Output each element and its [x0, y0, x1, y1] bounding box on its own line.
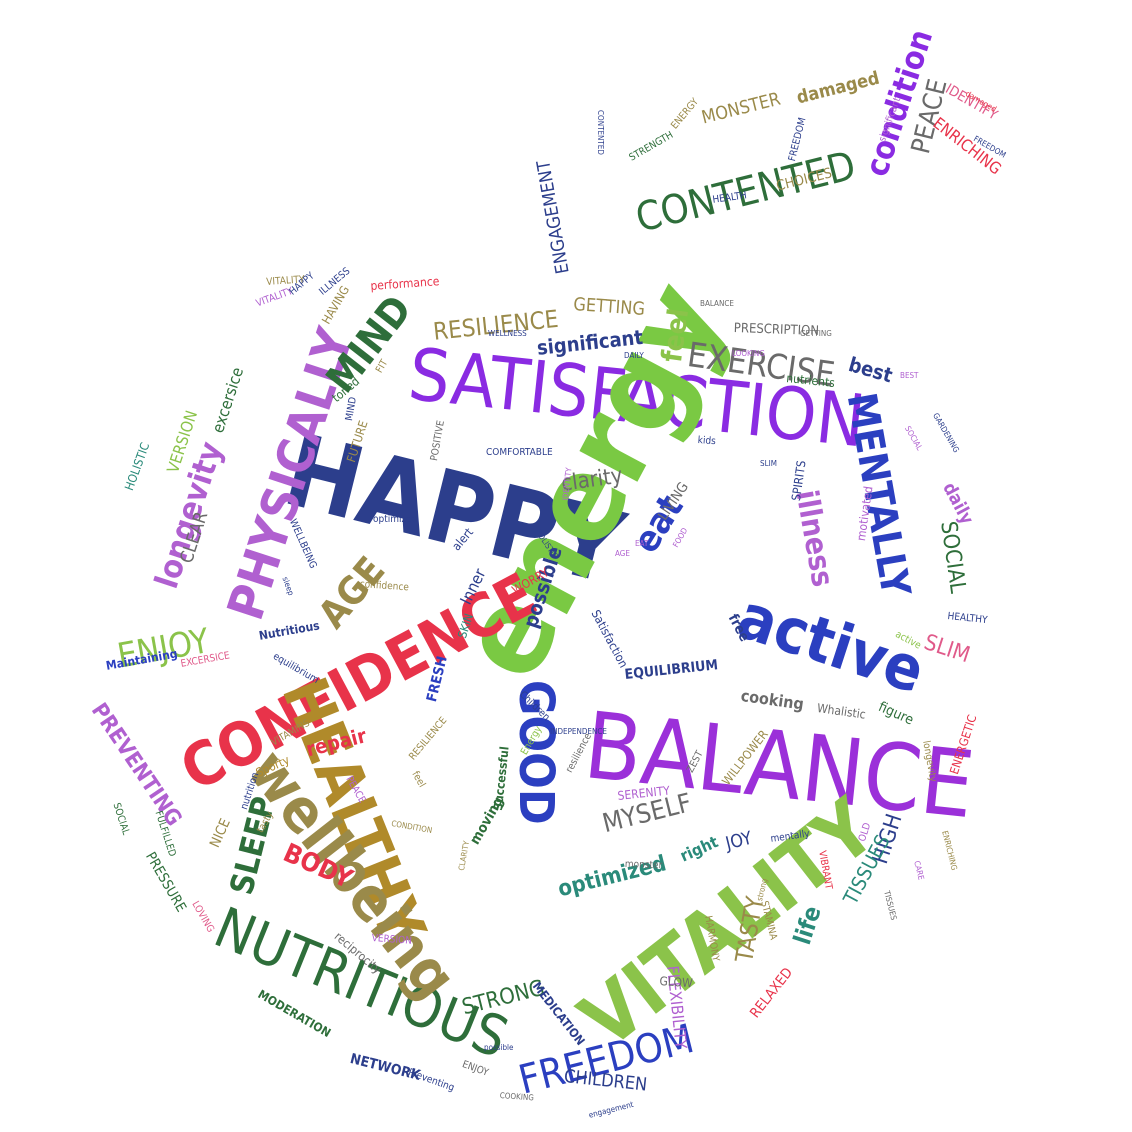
cloud-word: AGE — [615, 549, 630, 558]
cloud-word: MENTALLY — [837, 389, 919, 600]
cloud-word: damaged — [794, 67, 882, 109]
cloud-word: CLARITY — [457, 840, 472, 872]
cloud-word: right — [677, 832, 721, 866]
cloud-word: BEST — [900, 371, 919, 380]
cloud-word: Satisfaction — [588, 607, 631, 671]
cloud-word: GETTING — [572, 294, 646, 320]
cloud-word: monster — [624, 859, 663, 872]
cloud-word: SLIM — [920, 630, 973, 669]
cloud-word: performance — [369, 274, 440, 293]
cloud-word: SOCIAL — [935, 519, 971, 595]
cloud-word: SOCIAL — [110, 801, 132, 837]
cloud-word: daily — [938, 479, 978, 528]
cloud-word: AGE — [309, 548, 394, 637]
cloud-word: kids — [697, 435, 717, 448]
cloud-word: BALANCE — [700, 299, 734, 308]
cloud-word: PREVENTING — [85, 698, 187, 831]
cloud-word: EAT — [635, 539, 649, 548]
cloud-word: WELLNESS — [488, 329, 527, 338]
cloud-word: SLEEP — [222, 792, 284, 899]
cloud-word: RELAXED — [747, 964, 797, 1022]
cloud-word: DAILY — [624, 351, 644, 360]
cloud-word: longevity — [147, 437, 231, 593]
cloud-word: illness — [788, 487, 840, 590]
cloud-word: SLIM — [760, 459, 777, 468]
cloud-word: TISSUES — [882, 889, 899, 922]
cloud-word: PRESSURE — [142, 849, 189, 915]
cloud-word: CONTENTED — [596, 110, 605, 155]
cloud-word: INDEPENDENCE — [550, 727, 607, 736]
cloud-word: excersice — [208, 364, 248, 436]
cloud-word: LOOKING — [732, 349, 765, 358]
cloud-word: engagement — [587, 1099, 635, 1120]
cloud-word: COOKING — [499, 1091, 535, 1103]
cloud-word: HOLISTIC — [122, 440, 153, 493]
cloud-word: feel — [655, 306, 696, 365]
cloud-word: ENERGY — [669, 96, 702, 132]
cloud-word: sleep — [280, 575, 296, 597]
cloud-word: active — [729, 579, 934, 708]
cloud-word: SOCIAL — [903, 424, 925, 452]
cloud-word: COMFORTABLE — [486, 447, 553, 458]
cloud-word: STRENGTH — [627, 129, 676, 164]
cloud-word: EQUILIBRIUM — [623, 657, 719, 683]
cloud-word: possible — [484, 1043, 514, 1052]
cloud-word: feel — [409, 769, 428, 790]
cloud-word: GETTING — [800, 329, 832, 338]
cloud-word: LOVING — [189, 899, 216, 935]
cloud-word: ENGAGEMENT — [533, 158, 574, 276]
cloud-word: CARE — [912, 859, 926, 881]
cloud-word: HEALTHY — [946, 611, 988, 627]
cloud-word: optimized — [373, 514, 418, 525]
cloud-word: GLOW — [659, 974, 694, 991]
cloud-word: MONSTER — [699, 88, 783, 129]
cloud-word: NICE — [207, 816, 234, 851]
cloud-word: RESILIENCE — [407, 715, 450, 763]
cloud-word: GARDENING — [931, 411, 961, 455]
